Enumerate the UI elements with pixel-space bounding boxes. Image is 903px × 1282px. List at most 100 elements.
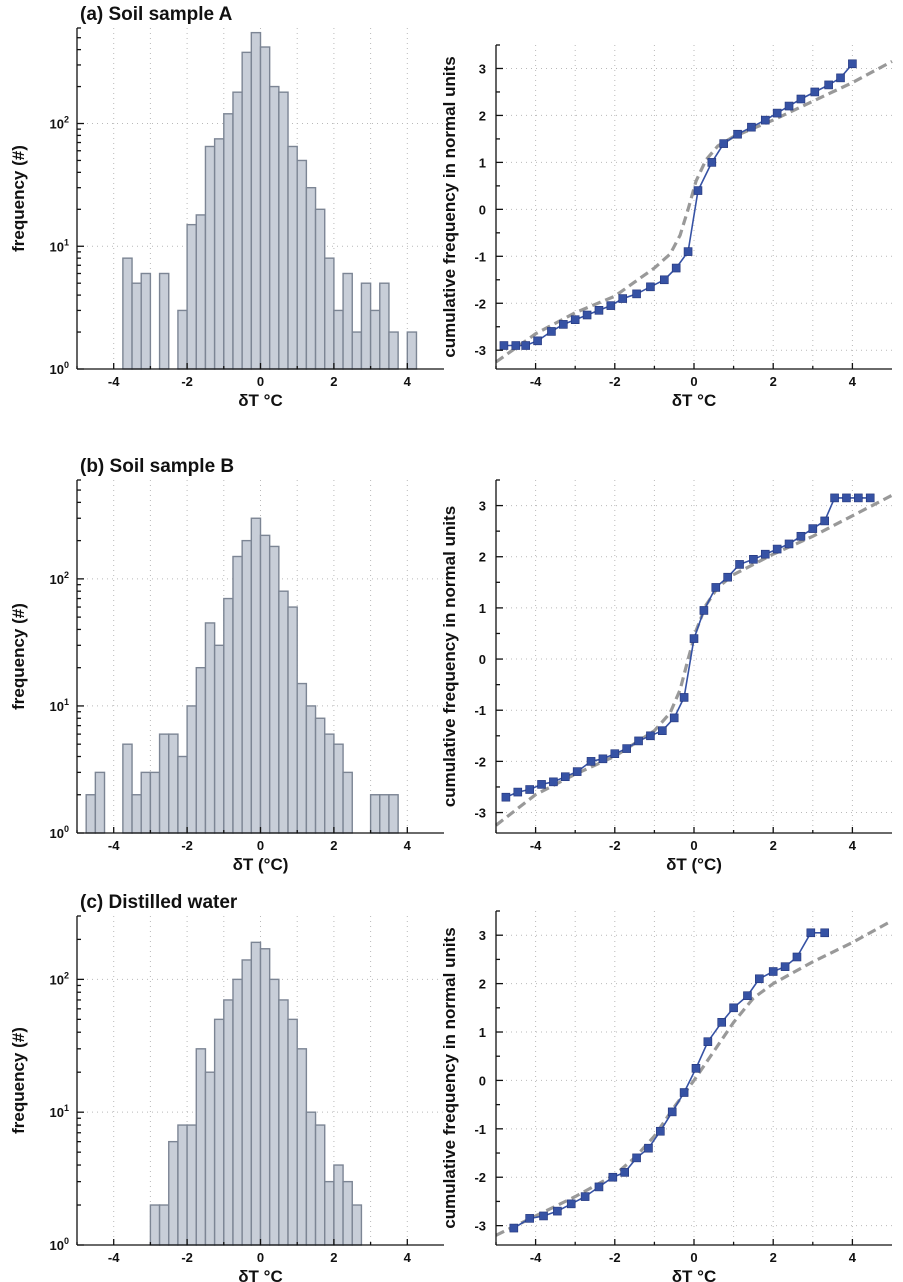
histogram-bar (149, 1204, 161, 1246)
y-tick-label: -3 (474, 1219, 486, 1234)
data-point (610, 749, 620, 759)
y-tick-exponent: 2 (64, 970, 69, 980)
data-point (772, 544, 782, 554)
data-point (525, 785, 534, 794)
y-tick-label: 3 (479, 61, 486, 76)
histogram-bar (250, 941, 262, 1246)
histogram-bar (324, 733, 335, 834)
histogram-bar (259, 534, 271, 834)
x-tick-label: -4 (108, 1250, 120, 1265)
y-tick-label: -1 (474, 1122, 486, 1137)
data-point (842, 493, 851, 503)
histogram-bar (342, 771, 353, 834)
y-tick-label: -1 (474, 703, 486, 718)
y-tick-label: 0 (479, 652, 486, 667)
histogram-bar (314, 717, 326, 834)
histogram-bar (213, 1018, 225, 1246)
x-tick-label: -2 (609, 374, 621, 389)
histogram-bar (149, 771, 161, 834)
y-tick-base: 10 (50, 239, 64, 254)
histogram-bar (259, 46, 271, 370)
histogram-bar (324, 1180, 335, 1246)
x-tick-label: -4 (108, 838, 120, 853)
data-point (549, 777, 558, 787)
cumulative-data-line (505, 497, 871, 798)
chart-title: (c) Distilled water (80, 892, 238, 913)
x-tick-label: -2 (609, 1250, 621, 1265)
x-tick-label: -2 (609, 838, 621, 853)
histogram-bar (195, 1048, 207, 1246)
histogram-bar (379, 282, 390, 370)
data-point (586, 757, 596, 766)
data-point (594, 306, 604, 315)
histogram-bar (333, 743, 344, 834)
y-tick-base: 10 (50, 972, 64, 987)
data-point (669, 713, 679, 723)
y-tick-label: -1 (474, 249, 486, 264)
data-point (703, 1037, 713, 1046)
x-tick-label: -4 (108, 374, 120, 389)
data-point (772, 108, 782, 118)
data-point (620, 1168, 630, 1177)
y-tick-label: 2 (479, 550, 486, 565)
y-tick-label: 2 (479, 108, 486, 123)
x-tick-label: 2 (330, 374, 337, 389)
y-tick-label: 101 (50, 237, 69, 254)
histogram-bar (195, 214, 207, 370)
cumulative-soil-b: -4 -2 0 2 4 -3 -2 -1 0 1 2 3 δT (°C) cumulative frequ… (440, 479, 893, 874)
cumulative-data-line (513, 931, 825, 1229)
data-point (683, 247, 693, 256)
data-point (729, 1003, 738, 1013)
data-point (784, 101, 794, 111)
cumulative-soil-a: -4 -2 0 2 4 -3 -2 -1 0 1 2 3 δT °C cumulative frequen… (440, 44, 893, 410)
histogram-bar (351, 331, 363, 370)
histogram-bar (406, 331, 418, 370)
data-point (539, 1211, 548, 1221)
histogram-bar (186, 1124, 197, 1246)
histogram-bar (305, 705, 317, 834)
data-point (632, 289, 641, 299)
histogram-bar (287, 145, 298, 370)
data-point (707, 158, 717, 167)
data-point (499, 341, 509, 350)
histogram-bar (204, 145, 216, 370)
y-axis-label: cumulative frequency in normal units (440, 927, 459, 1228)
data-point (760, 115, 770, 125)
x-axis-label: δT (°C) (233, 855, 289, 874)
histogram-bar (131, 282, 142, 370)
histogram-bar (388, 794, 399, 834)
histogram-bar (140, 272, 152, 370)
data-point (735, 560, 744, 569)
data-point (560, 772, 570, 782)
normal-fit-line (495, 919, 893, 1237)
y-tick-label: -3 (474, 806, 486, 821)
y-tick-label: 3 (479, 499, 486, 514)
data-point (711, 583, 721, 592)
data-point (646, 731, 655, 741)
histogram-bar (85, 794, 97, 834)
histogram-bar (177, 309, 188, 370)
histogram-bar (250, 517, 262, 834)
data-point (646, 282, 655, 292)
data-point (808, 524, 818, 533)
histogram-bar (94, 771, 106, 834)
data-point (659, 275, 669, 285)
y-tick-label: 0 (479, 202, 486, 217)
histogram-bar (177, 755, 188, 834)
x-axis-label: δT °C (672, 391, 717, 410)
y-tick-label: 100 (50, 824, 69, 841)
data-point (570, 315, 580, 324)
x-tick-label: 2 (330, 838, 337, 853)
histogram-bar (241, 959, 253, 1246)
y-tick-label: 1 (479, 155, 486, 170)
histogram-bar (177, 1124, 188, 1246)
x-tick-label: 4 (404, 838, 412, 853)
histogram-bar (351, 1204, 363, 1246)
data-point (854, 493, 863, 503)
histogram-bar (268, 978, 280, 1246)
cumulative-distilled-water: -4 -2 0 2 4 -3 -2 -1 0 1 2 3 δT °C cumulative frequen… (440, 910, 893, 1282)
histogram-bar (314, 208, 326, 370)
x-tick-label: 2 (770, 838, 777, 853)
x-axis-label: δT °C (238, 391, 283, 410)
